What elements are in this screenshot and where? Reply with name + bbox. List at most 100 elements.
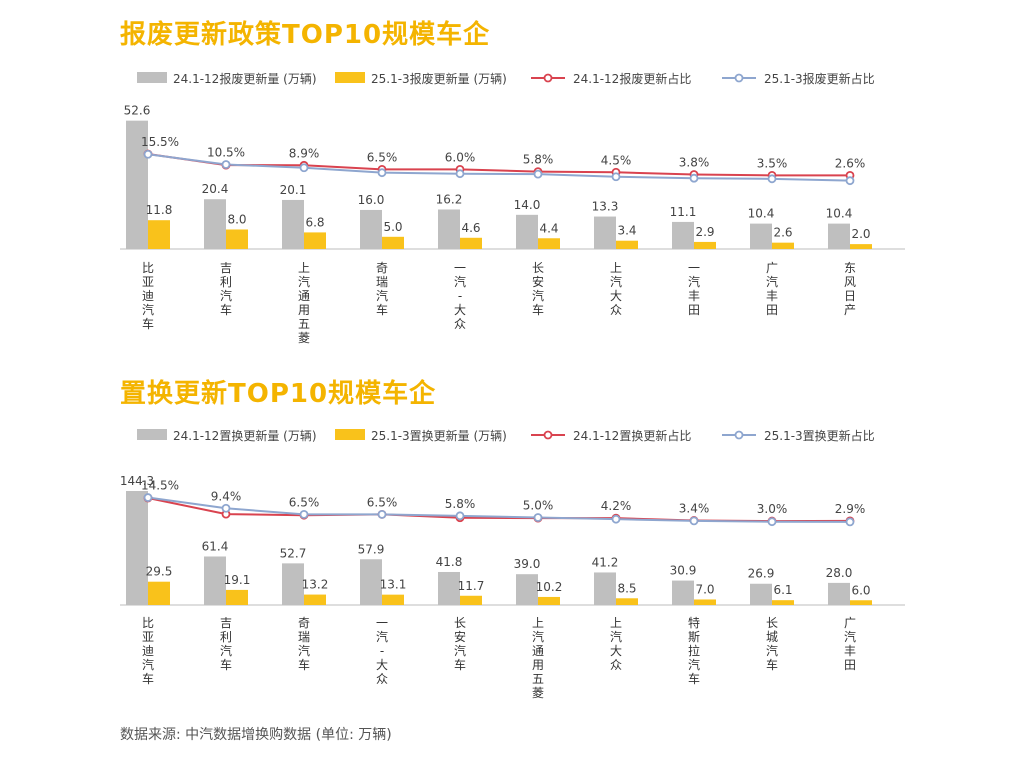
chart2-point-2025	[455, 511, 465, 521]
chart1-legend-label: 25.1-3报废更新量 (万辆)	[371, 71, 507, 86]
chart2-legend-label: 25.1-3置换更新量 (万辆)	[371, 428, 507, 443]
chart1-category-label-char: 日	[844, 289, 856, 303]
chart2-legend-marker	[543, 430, 553, 440]
chart2-bar-2025-label: 6.1	[773, 583, 792, 597]
chart2-legend-swatch	[335, 429, 365, 440]
chart2-bar-2024	[360, 559, 382, 605]
chart2-point-2025	[689, 516, 699, 526]
chart2-category-label-char: 安	[454, 629, 466, 644]
chart2-category-label-char: 利	[220, 630, 232, 644]
chart1-point-2025	[845, 176, 855, 186]
chart1-category-label-char: 丰	[766, 289, 778, 303]
chart1-share-label: 6.0%	[445, 150, 476, 164]
chart2-bar-2024	[750, 583, 772, 605]
chart1-category-label-char: 利	[220, 275, 232, 289]
chart2-category-label-char: 瑞	[298, 630, 310, 644]
chart2-bar-2024-label: 39.0	[514, 557, 541, 571]
chart2-category-label-char: 车	[688, 671, 700, 686]
chart1-category-label-char: 上	[298, 261, 310, 275]
chart2-category-label-char: 菱	[532, 686, 544, 700]
chart2-share-label: 5.8%	[445, 497, 476, 511]
chart2-category-label-char: 汽	[688, 657, 700, 672]
chart1-line-2025	[147, 153, 851, 182]
chart2-category-label-char: 众	[610, 658, 622, 672]
chart1-category-label-char: 吉	[220, 261, 232, 275]
chart2-bar-2024	[594, 572, 616, 605]
chart1-bar-2024-label: 10.4	[748, 207, 775, 221]
chart1-bar-2025	[460, 237, 482, 249]
chart1-category-label-char: 一	[688, 261, 700, 275]
chart2-bar-2024	[438, 571, 460, 605]
chart2-bar-2025-label: 13.2	[302, 578, 329, 592]
chart2-bar-2025-label: 19.1	[224, 573, 251, 587]
chart2-share-label: 2.9%	[835, 502, 866, 516]
chart1-bar-2024-label: 16.0	[358, 193, 385, 207]
chart2-share-label: 4.2%	[601, 499, 632, 513]
chart2-bar-2025	[694, 599, 716, 605]
chart2-category-label-char: 用	[532, 658, 544, 672]
chart2-category-label-char: 汽	[220, 643, 232, 658]
chart2-point-2025	[143, 493, 153, 502]
chart1-bar-2025-label: 6.8	[305, 215, 324, 229]
chart2-bar-2024	[672, 580, 694, 605]
chart1-share-label: 3.5%	[757, 156, 788, 170]
chart1-share-label: 10.5%	[207, 145, 245, 159]
chart2-category-label-char: 汽	[298, 643, 310, 658]
chart2-category-label-char: 五	[532, 672, 544, 686]
chart1-bar-2025-label: 11.8	[146, 203, 173, 217]
chart1-category-label-char: 一	[454, 261, 466, 275]
chart1-category-label-char: 菱	[298, 331, 310, 345]
chart2-line-2025	[147, 496, 851, 523]
chart1-bar-2024-label: 20.4	[202, 182, 229, 196]
chart2-bar-2025-label: 10.2	[536, 580, 563, 594]
chart2-point-2025	[533, 513, 543, 522]
chart1-category-label-char: 汽	[532, 288, 544, 303]
chart1-category-label-char: 比	[142, 261, 154, 275]
chart1-point-2025	[455, 169, 465, 179]
data-source-note: 数据来源: 中汽数据增换购数据 (单位: 万辆)	[120, 727, 392, 743]
chart1-bar-2024-label: 13.3	[592, 200, 619, 214]
chart2-bar-2024-label: 144.3	[120, 474, 154, 488]
chart1-bar-2024	[828, 223, 850, 249]
chart1-category-label-char: 众	[610, 303, 622, 317]
chart2-category-label-char: 广	[844, 616, 856, 630]
chart2-bar-2024-label: 61.4	[202, 539, 229, 553]
chart2-bar-2024-label: 52.7	[280, 546, 307, 560]
chart2-bar-2025	[148, 581, 170, 605]
chart1-bar-2024-label: 14.0	[514, 198, 541, 212]
chart1-category-label-char: 东	[844, 261, 856, 275]
chart1-category-label-char: 风	[844, 275, 856, 289]
chart2-bar-2024-label: 41.2	[592, 555, 619, 569]
chart2-bar-2025	[850, 600, 872, 605]
chart1-legend-marker	[734, 73, 744, 83]
chart1-bar-2024	[126, 120, 148, 249]
chart2-category-label-char: 上	[610, 616, 622, 630]
chart1-bar-2024	[204, 199, 226, 249]
chart1-category-label-char: 车	[376, 302, 388, 317]
chart1-bar-2024	[672, 221, 694, 249]
chart2-share-label: 9.4%	[211, 489, 242, 503]
chart1-legend-swatch	[137, 72, 167, 83]
chart1-category-label-char: 汽	[376, 288, 388, 303]
chart2-legend-label: 24.1-12置换更新占比	[573, 428, 691, 443]
chart1-share-label: 8.9%	[289, 146, 320, 160]
chart2-category-label-char: 奇	[298, 616, 310, 630]
chart2-share-label: 6.5%	[289, 495, 320, 509]
chart2-point-2025	[377, 509, 387, 519]
chart2-bar-2024-label: 41.8	[436, 555, 463, 569]
chart1-category-label-char: 汽	[454, 274, 466, 289]
chart2-bar-2024	[204, 556, 226, 605]
chart2-category-label-char: -	[380, 644, 384, 658]
chart1-share-label: 15.5%	[141, 135, 179, 149]
chart2-category-label-char: 比	[142, 616, 154, 630]
chart1-category-label-char: 五	[298, 317, 310, 331]
chart1-bar-2024	[516, 214, 538, 249]
chart2-bar-2024-label: 30.9	[670, 564, 697, 578]
chart1-point-2025	[377, 168, 387, 178]
chart2-category-label-char: 一	[376, 616, 388, 630]
chart2-bar-2025	[226, 589, 248, 605]
chart2-category-label-char: 丰	[844, 644, 856, 658]
chart1-category-label-char: 产	[844, 303, 856, 317]
chart1-category-label-char: 大	[610, 289, 622, 303]
